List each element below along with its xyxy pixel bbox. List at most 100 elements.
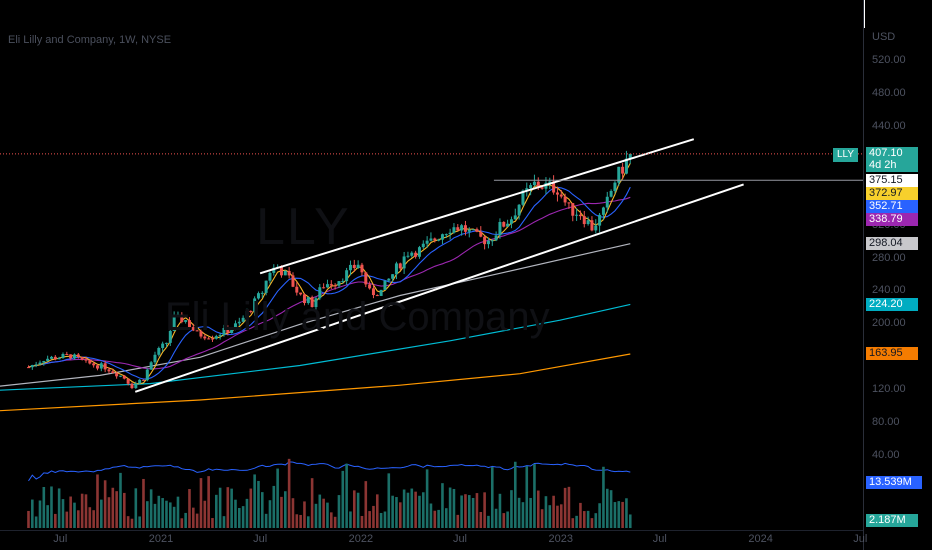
price-tick: 520.00 xyxy=(872,54,906,66)
volume-bar xyxy=(123,492,126,528)
volume-bar xyxy=(559,504,563,528)
candle-body xyxy=(548,181,552,183)
candle-body xyxy=(509,219,513,224)
candle-body xyxy=(180,314,184,322)
volume-bar xyxy=(303,501,306,528)
candle-body xyxy=(65,354,69,356)
time-tick: 2021 xyxy=(148,533,174,545)
candle-body xyxy=(590,220,594,231)
volume-bar xyxy=(50,486,53,528)
volume-bar xyxy=(207,476,210,528)
time-tick: 2022 xyxy=(348,533,374,545)
volume-bar xyxy=(283,491,287,528)
candle-body xyxy=(115,372,119,377)
volume-bar xyxy=(54,513,57,528)
volume-bar xyxy=(318,494,322,528)
volume-bar xyxy=(598,503,601,528)
volume-bar xyxy=(146,501,149,528)
candle-body xyxy=(582,216,586,225)
volume-bar xyxy=(605,488,609,528)
volume-bar xyxy=(61,499,65,528)
watermark-symbol: LLY xyxy=(256,198,351,256)
candle-body xyxy=(364,272,368,285)
volume-bar xyxy=(602,466,605,528)
candle-body xyxy=(283,270,287,276)
price-tick: 240.00 xyxy=(872,284,906,297)
volume-bar xyxy=(418,495,421,528)
volume-bar xyxy=(322,498,325,528)
candle-body xyxy=(30,365,34,368)
candle-body xyxy=(245,310,249,318)
volume-bar xyxy=(341,470,345,528)
volume-bar xyxy=(552,495,555,528)
volume-bar xyxy=(406,492,410,528)
volume-bar xyxy=(548,505,552,528)
candle-body xyxy=(241,317,245,322)
candle-body xyxy=(394,263,398,275)
volume-bar xyxy=(575,515,578,528)
candle-body xyxy=(460,225,464,231)
volume-bar xyxy=(464,494,467,528)
volume-bar xyxy=(176,496,180,528)
candle-body xyxy=(138,379,142,384)
candle-body xyxy=(417,247,421,257)
candle-body xyxy=(42,361,46,363)
candle-body xyxy=(222,328,226,336)
candle-body xyxy=(414,252,418,257)
ma-400-badge: 163.95 xyxy=(866,347,918,360)
volume-bar xyxy=(34,516,38,528)
volume-bar xyxy=(594,513,598,528)
candle-body xyxy=(230,329,234,334)
price-tick: 440.00 xyxy=(872,119,906,132)
candle-body xyxy=(34,364,38,366)
candle-body xyxy=(391,274,395,279)
candle-body xyxy=(302,294,306,304)
volume-bar xyxy=(169,502,172,528)
volume-bar xyxy=(364,481,368,528)
volume-bar xyxy=(609,490,613,528)
candle-body xyxy=(467,229,471,232)
volume-bars xyxy=(27,458,632,528)
candle-body xyxy=(471,229,475,231)
volume-bar xyxy=(153,503,157,528)
candle-body xyxy=(575,214,579,216)
ma-200-line xyxy=(0,303,631,391)
candle-body xyxy=(375,295,379,297)
time-tick: Jul xyxy=(853,533,868,545)
candle-body xyxy=(341,281,345,283)
volume-bar xyxy=(395,497,398,528)
candle-body xyxy=(360,264,364,273)
volume-bar xyxy=(506,511,509,528)
candle-body xyxy=(318,287,322,299)
candle-body xyxy=(61,354,65,358)
volume-bar xyxy=(479,511,483,528)
volume-bar xyxy=(494,508,498,528)
candle-body xyxy=(563,196,567,203)
candle-body xyxy=(210,338,214,340)
ma-200-badge: 224.20 xyxy=(866,298,918,311)
candle-body xyxy=(176,314,180,316)
candle-body xyxy=(57,357,61,360)
candle-body xyxy=(494,235,498,241)
volume-bar xyxy=(241,506,245,528)
candle-body xyxy=(299,292,303,295)
volume-bar xyxy=(249,488,253,528)
volume-bar xyxy=(517,497,521,528)
volume-bar xyxy=(356,492,360,528)
candle-body xyxy=(406,255,410,257)
candle-body xyxy=(249,310,253,312)
candle-body xyxy=(226,328,230,334)
candle-body xyxy=(368,284,372,289)
ma-100-line xyxy=(0,243,631,387)
volume-bar xyxy=(314,503,318,528)
volume-bar xyxy=(483,492,486,528)
candle-body xyxy=(475,229,479,232)
countdown-badge: 4d 2h xyxy=(866,159,918,172)
candle-body xyxy=(532,181,536,186)
candle-body xyxy=(440,234,444,240)
ma-20-badge: 352.71 xyxy=(866,200,918,213)
volume-bar xyxy=(437,509,440,528)
volume-bar xyxy=(238,507,241,528)
candle-body xyxy=(490,240,494,242)
